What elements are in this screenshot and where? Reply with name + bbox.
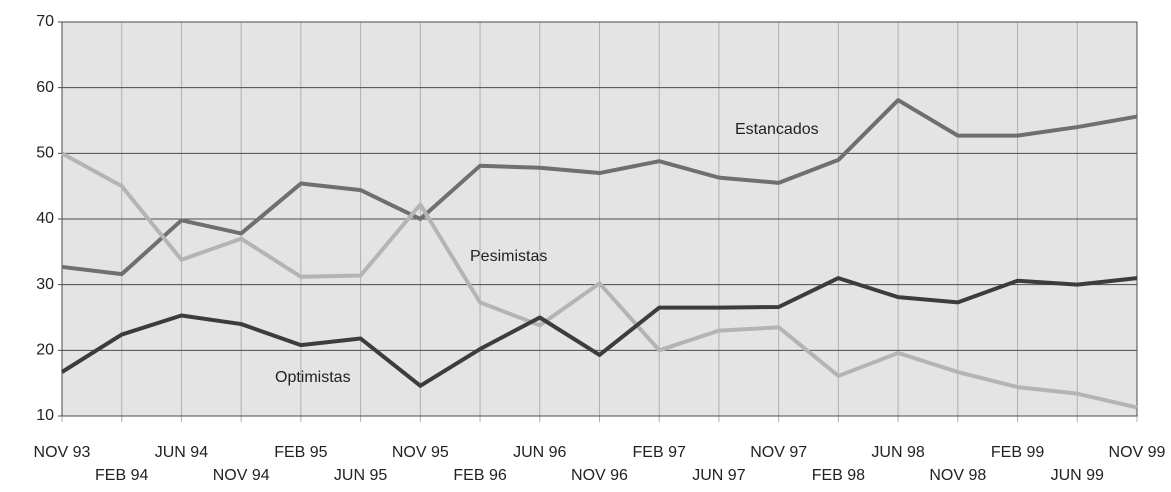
x-tick-label: NOV 98: [929, 467, 986, 484]
y-tick-label: 20: [36, 342, 54, 359]
series-line: [61, 151, 1138, 410]
y-tick-label: 70: [36, 13, 54, 30]
y-tick-label: 10: [36, 407, 54, 424]
x-tick-label: NOV 97: [750, 444, 807, 461]
series-line: [61, 98, 1138, 277]
x-tick-label: JUN 98: [871, 444, 924, 461]
x-tick-label: NOV 95: [392, 444, 449, 461]
x-tick-label: FEB 99: [991, 444, 1044, 461]
x-tick-label: FEB 97: [633, 444, 686, 461]
series-label: Estancados: [735, 121, 819, 138]
series-label: Pesimistas: [470, 248, 547, 265]
y-tick-label: 50: [36, 145, 54, 162]
x-tick-label: FEB 94: [95, 467, 148, 484]
x-tick-label: JUN 94: [155, 444, 208, 461]
y-tick-label: 30: [36, 276, 54, 293]
plot-frame: [61, 21, 1138, 417]
x-tick-label: FEB 98: [812, 467, 865, 484]
y-tick-label: 60: [36, 79, 54, 96]
x-tick-label: JUN 95: [334, 467, 387, 484]
x-tick-label: JUN 97: [692, 467, 745, 484]
x-tick-label: NOV 93: [34, 444, 91, 461]
x-tick-label: FEB 95: [274, 444, 327, 461]
x-tick-label: NOV 99: [1109, 444, 1166, 461]
series-label: Optimistas: [275, 369, 351, 386]
x-tick-label: FEB 96: [453, 467, 506, 484]
x-tick-label: JUN 96: [513, 444, 566, 461]
x-tick-label: NOV 94: [213, 467, 270, 484]
y-tick-label: 40: [36, 210, 54, 227]
x-tick-label: JUN 99: [1051, 467, 1104, 484]
x-tick-label: NOV 96: [571, 467, 628, 484]
series-line: [60, 276, 1138, 388]
